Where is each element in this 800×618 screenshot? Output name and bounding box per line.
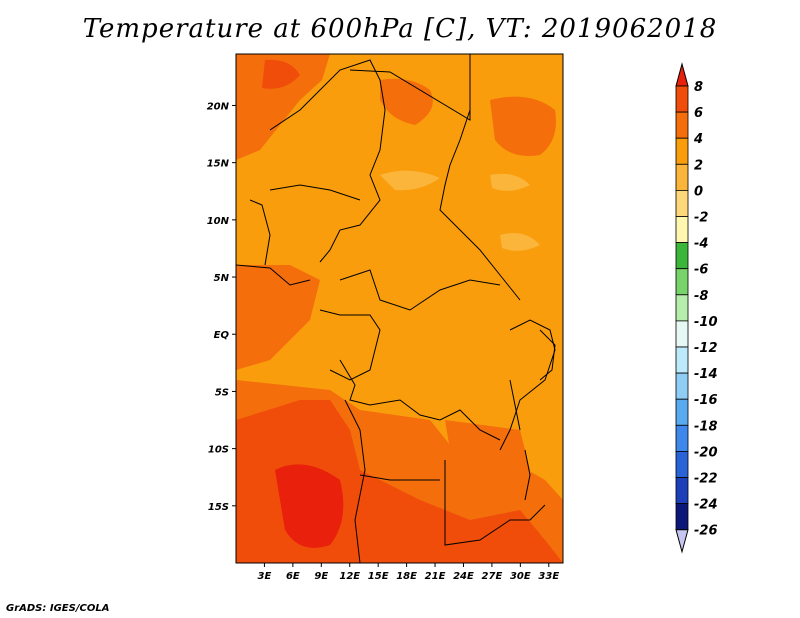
colorbar: 8 6 4 2 0 -2 -4 -6 -8 -10 -12 -14 -16 -18 -20 -22 -24 -26 [675, 62, 718, 554]
colorbar-label: -20 [694, 445, 718, 460]
border-9 [444, 460, 546, 546]
colorbar-box [675, 398, 689, 426]
lat-label: 5N [214, 273, 230, 284]
border-4 [269, 184, 361, 201]
colorbar-bottom-arrow [675, 529, 689, 554]
field-ne-warm [490, 96, 556, 156]
colorbar-box [675, 137, 689, 165]
colorbar-box [675, 189, 689, 217]
colorbar-label: -12 [694, 341, 718, 356]
colorbar-box [675, 163, 689, 191]
border-6 [339, 269, 501, 311]
coast-west [236, 264, 311, 286]
colorbar-label: -24 [694, 498, 718, 513]
colorbar-box [675, 85, 689, 113]
map-title: Temperature at 600hPa [C], VT: 201906201… [82, 14, 718, 44]
colorbar-label: 4 [693, 132, 703, 147]
lake-victoria [539, 329, 556, 381]
colorbar-box [675, 242, 689, 270]
temperature-field [236, 54, 563, 563]
lon-label: 3E [258, 571, 272, 582]
lon-label: 18E [396, 571, 417, 582]
lat-label: 15N [207, 159, 230, 170]
lon-label: 6E [286, 571, 300, 582]
colorbar-label: -22 [694, 472, 718, 487]
border-7 [319, 309, 381, 381]
colorbar-label: -6 [694, 263, 708, 278]
field-sw-hottest [275, 464, 344, 548]
lake-malawi [524, 449, 531, 501]
border-5 [249, 199, 271, 266]
lat-label: 10S [208, 445, 229, 456]
field-w-warm [236, 265, 320, 370]
colorbar-box [675, 346, 689, 374]
colorbar-box [675, 111, 689, 139]
latitude-axis: 20N 15N 10N 5N EQ 5S 10S 15S [207, 101, 236, 513]
border-3 [439, 109, 521, 301]
colorbar-box [675, 372, 689, 400]
lat-label: 20N [207, 101, 230, 112]
colorbar-label: -4 [694, 237, 708, 252]
lon-label: 24E [453, 571, 474, 582]
border-2 [349, 54, 471, 121]
colorbar-box [675, 320, 689, 348]
colorbar-box [675, 216, 689, 244]
colorbar-label: -8 [694, 289, 708, 304]
lon-label: 30E [510, 571, 531, 582]
country-borders [236, 54, 556, 563]
field-cool-1 [380, 170, 440, 191]
lon-label: 12E [339, 571, 360, 582]
colorbar-box [675, 268, 689, 296]
lat-label: EQ [214, 330, 230, 341]
colorbar-label: -10 [694, 315, 718, 330]
colorbar-label: 6 [694, 106, 703, 121]
field-nw-warm [236, 54, 330, 160]
colorbar-box [675, 503, 689, 531]
lat-label: 10N [207, 216, 230, 227]
field-cool-2 [490, 173, 530, 191]
colorbar-box [675, 477, 689, 505]
colorbar-label: 0 [694, 184, 703, 199]
colorbar-box [675, 424, 689, 452]
lon-label: 21E [425, 571, 446, 582]
border-11 [499, 319, 556, 451]
field-basin [406, 280, 521, 430]
field-southeast-warm [445, 420, 530, 490]
field-nw-hot [262, 59, 300, 89]
colorbar-top-arrow [675, 62, 689, 87]
colorbar-label: 8 [694, 80, 703, 95]
lon-label: 15E [368, 571, 389, 582]
lat-label: 15S [208, 502, 229, 513]
colorbar-label: -2 [694, 211, 708, 226]
lake-tanganyika [509, 379, 521, 431]
colorbar-label: -16 [694, 393, 718, 408]
colorbar-box [675, 450, 689, 478]
plot-frame [235, 53, 564, 564]
border-1 [269, 59, 386, 263]
lon-label: 9E [314, 571, 328, 582]
lon-label: 33E [538, 571, 559, 582]
lat-label: 5S [215, 387, 229, 398]
border-8 [339, 359, 501, 441]
field-cool-3 [500, 232, 540, 251]
lon-label: 27E [482, 571, 503, 582]
colorbar-label: 2 [694, 158, 703, 173]
grads-credit: GrADS: IGES/COLA [6, 603, 110, 614]
colorbar-label: -26 [694, 524, 718, 539]
colorbar-box [675, 294, 689, 322]
longitude-axis: 3E 6E 9E 12E 15E 18E 21E 24E 27E 30E 33E [258, 563, 559, 582]
border-10 [359, 474, 440, 481]
colorbar-label: -14 [694, 367, 718, 382]
colorbar-label: -18 [694, 419, 718, 434]
coast-angola [344, 399, 366, 563]
